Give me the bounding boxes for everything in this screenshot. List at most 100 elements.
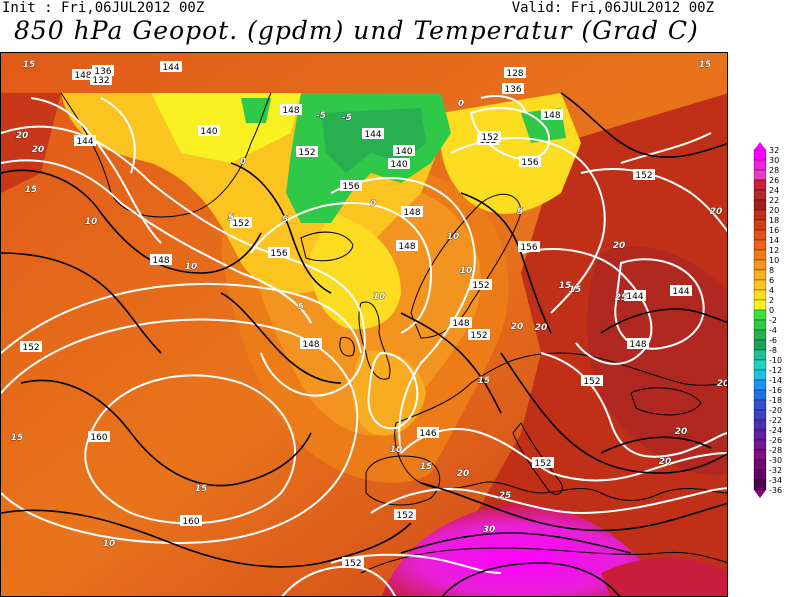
geopotential-label: 148 [403,208,420,218]
temperature-label: -5 [316,111,326,121]
geopotential-label: 136 [94,67,111,77]
legend-value-label: 30 [769,156,779,165]
legend-swatch [753,169,767,181]
geopotential-label: 144 [76,137,93,147]
geopotential-label: 152 [232,219,249,229]
geopotential-label-box [633,169,655,180]
temperature-label: 15 [11,433,24,443]
legend-value-label: -34 [769,476,782,485]
geopotential-label: 152 [344,559,361,569]
geopotential-label-box [504,67,526,78]
temperature-legend: 32 30 28 26 24 22 20 18 16 14 12 10 8 6 4 2 0 -2 -4 -6 -8 -10… [753,142,782,506]
legend-swatch [753,149,767,161]
geopotential-label: 136 [504,85,521,95]
temperature-label: 15 [23,60,36,70]
temperature-label: 15 [25,185,38,195]
legend-swatch [753,399,767,411]
legend-swatch [753,459,767,471]
legend-value-label: -16 [769,386,782,395]
legend-swatch [753,239,767,251]
legend-value-label: 20 [769,206,779,215]
temperature-label: 5 [298,302,304,312]
geopotential-label: 128 [506,69,523,79]
legend-swatch [753,409,767,421]
geopotential-label-box [92,65,114,76]
geopotential-label-box [342,557,364,568]
geopotential-label-box [72,69,94,80]
temperature-label: 0 [240,157,246,167]
legend-value-label: -32 [769,466,782,475]
legend-value-label: 24 [769,186,779,195]
geopotential-label: 156 [521,158,538,168]
geopotential-label: 144 [364,130,381,140]
legend-value-label: 8 [769,266,774,275]
header: Init : Fri,06JUL2012 00Z Valid: Fri,06JU… [0,0,790,48]
legend-value-label: 2 [769,296,774,305]
legend-swatch [753,349,767,361]
temperature-label: 15 [699,60,712,70]
geopotential-label-box [230,217,252,228]
temperature-label: 15 [569,285,582,295]
temperature-label: 15 [478,376,491,386]
geopotential-label-box [300,338,322,349]
temperature-labels: 1520201510105550-5-500101010152020152025… [10,60,727,550]
temperature-label: 25 [499,491,512,501]
legend-swatch [753,299,767,311]
geopotential-label: 132 [92,76,109,86]
geopotential-label-box [468,329,490,340]
legend-swatch [753,209,767,221]
geopotential-label-box [627,338,649,349]
geopotential-label-box [519,156,541,167]
legend-value-label: 10 [769,256,779,265]
geopotential-label: 152 [534,459,551,469]
geopotential-label-box [470,279,492,290]
warm-area-northwest [1,93,61,193]
coastlines [60,92,727,574]
legend-value-label: -24 [769,426,782,435]
temperature-label: 0 [370,199,376,209]
temperature-label: 5 [517,207,523,217]
legend-value-label: -30 [769,456,782,465]
init-time-label: Init : Fri,06JUL2012 00Z [2,0,205,16]
legend-swatch [753,369,767,381]
legend-canvas: 32302826242220181614121086420-2-4-6-8-10… [753,142,782,498]
geopotential-label-box [396,240,418,251]
geopotential-labels: 1441481361321401441481521561521401481521… [20,61,692,569]
legend-swatch [753,189,767,201]
legend-swatch [753,269,767,281]
legend-value-label: 12 [769,246,779,255]
legend-value-label: 6 [769,276,774,285]
temperature-label: 20 [710,207,723,217]
legend-value-label: 0 [769,306,774,315]
legend-value-label: -12 [769,366,782,375]
temperature-label: 20 [535,323,548,333]
legend-value-label: -28 [769,446,782,455]
valid-time-label: Valid: Fri,06JUL2012 00Z [511,0,714,16]
legend-swatch [753,219,767,231]
geopotential-label: 140 [390,160,407,170]
geopotential-label: 148 [452,319,469,329]
legend-value-label: -4 [769,326,777,335]
legend-arrow-top [754,142,766,150]
geopotential-label-box [532,457,554,468]
temperature-label: 20 [457,469,470,479]
geopotential-label: 148 [74,71,91,81]
legend-value-label: 22 [769,196,779,205]
chart-title: 850 hPa Geopot. (gpdm) und Temperatur (G… [14,16,699,45]
cold-air-small-green [241,98,271,123]
legend-swatch [753,439,767,451]
geopotential-label-box [268,247,290,258]
geopotential-label-box [541,109,563,120]
temperature-label: 20 [675,427,688,437]
yellow-area-atlantic [310,213,401,330]
temperature-label: 20 [511,322,524,332]
legend-value-label: -18 [769,396,782,405]
temperature-label: 10 [447,232,460,242]
geopotential-label: 148 [398,242,415,252]
geopotential-label-box [20,341,42,352]
temperature-label: 20 [32,145,45,155]
hot-core-north-africa [381,503,661,596]
geopotential-label: 140 [395,147,412,157]
temperature-label: 10 [85,217,98,227]
geopotential-label-box [88,431,110,442]
